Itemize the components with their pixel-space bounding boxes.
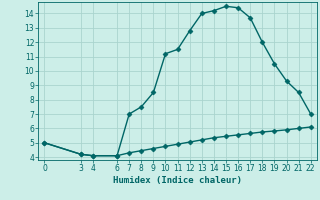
X-axis label: Humidex (Indice chaleur): Humidex (Indice chaleur) (113, 176, 242, 185)
